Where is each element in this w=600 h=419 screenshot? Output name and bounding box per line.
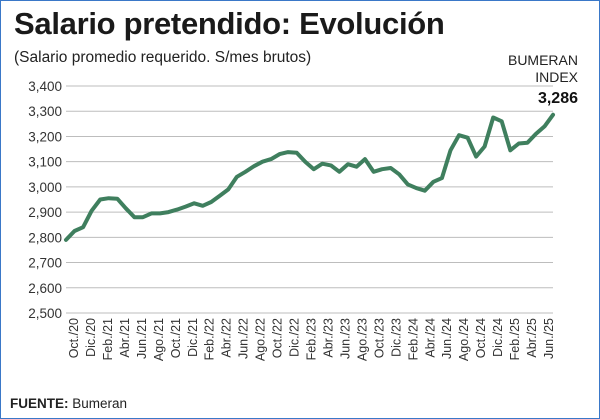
- x-tick-label: Oct./23: [372, 318, 386, 358]
- chart-title: Salario pretendido: Evolución: [14, 6, 445, 41]
- x-tick-label: Oct./20: [67, 318, 81, 358]
- series-layer: [64, 112, 555, 242]
- x-tick-label: Dic./24: [491, 318, 505, 357]
- y-tick-label: 3,100: [28, 155, 62, 170]
- x-tick-label: Feb./25: [508, 318, 522, 360]
- y-tick-label: 2,900: [28, 205, 62, 220]
- x-tick-label: Abr./25: [525, 318, 539, 358]
- source-value: Bumeran: [72, 396, 128, 411]
- y-tick-label: 2,800: [28, 230, 62, 245]
- y-tick-label: 3,400: [28, 79, 62, 94]
- x-tick-label: Feb./21: [101, 318, 115, 360]
- y-tick-label: 3,300: [28, 104, 62, 119]
- x-tick-label: Jun./21: [135, 318, 149, 359]
- index-label-line1: BUMERAN: [507, 52, 578, 68]
- x-tick-label: Abr./23: [321, 318, 335, 358]
- x-tick-label: Feb./22: [203, 318, 217, 360]
- x-tick-label: Ago./24: [457, 318, 471, 361]
- x-tick-label: Dic./22: [288, 318, 302, 357]
- x-tick-label: Feb./23: [305, 318, 319, 360]
- x-axis: Oct./20 Dic./20 Feb./21 Abr./21 Jun./21 Ago./…: [67, 318, 556, 361]
- x-tick-label: Abr./24: [423, 318, 437, 358]
- x-tick-label: Abr./21: [118, 318, 132, 358]
- chart-subtitle: (Salario promedio requerido. S/mes bruto…: [14, 49, 312, 66]
- y-tick-label: 2,700: [28, 256, 62, 271]
- x-tick-label: Jun./23: [338, 318, 352, 359]
- y-axis: 2,500 2,600 2,700 2,800 2,900 3,000 3,100 3,200…: [28, 79, 62, 321]
- index-label-line2: INDEX: [535, 69, 578, 85]
- x-tick-label: Jun./24: [440, 318, 454, 359]
- y-tick-label: 2,600: [28, 281, 62, 296]
- grid-layer: [66, 85, 553, 314]
- index-value: 3,286: [537, 90, 578, 107]
- x-tick-label: Oct./21: [169, 318, 183, 358]
- x-tick-label: Abr./22: [220, 318, 234, 358]
- x-tick-label: Ago./22: [254, 318, 268, 361]
- x-tick-label: Jun./25: [542, 318, 556, 359]
- x-tick-label: Oct./24: [474, 318, 488, 358]
- x-tick-label: Jun./22: [237, 318, 251, 359]
- x-tick-label: Dic./21: [186, 318, 200, 357]
- index-label: BUMERAN INDEX: [508, 52, 578, 86]
- source-label: FUENTE:: [10, 396, 69, 411]
- x-tick-label: Oct./22: [271, 318, 285, 358]
- y-tick-label: 3,200: [28, 129, 62, 144]
- x-tick-label: Ago./23: [355, 318, 369, 361]
- x-tick-label: Feb./24: [406, 318, 420, 360]
- series-line: [64, 112, 555, 242]
- y-tick-label: 2,500: [28, 306, 62, 321]
- source-note: FUENTE: Bumeran: [10, 396, 127, 411]
- x-tick-label: Dic./23: [389, 318, 403, 357]
- x-tick-label: Dic./20: [84, 318, 98, 357]
- x-tick-label: Ago./21: [152, 318, 166, 361]
- y-tick-label: 3,000: [28, 180, 62, 195]
